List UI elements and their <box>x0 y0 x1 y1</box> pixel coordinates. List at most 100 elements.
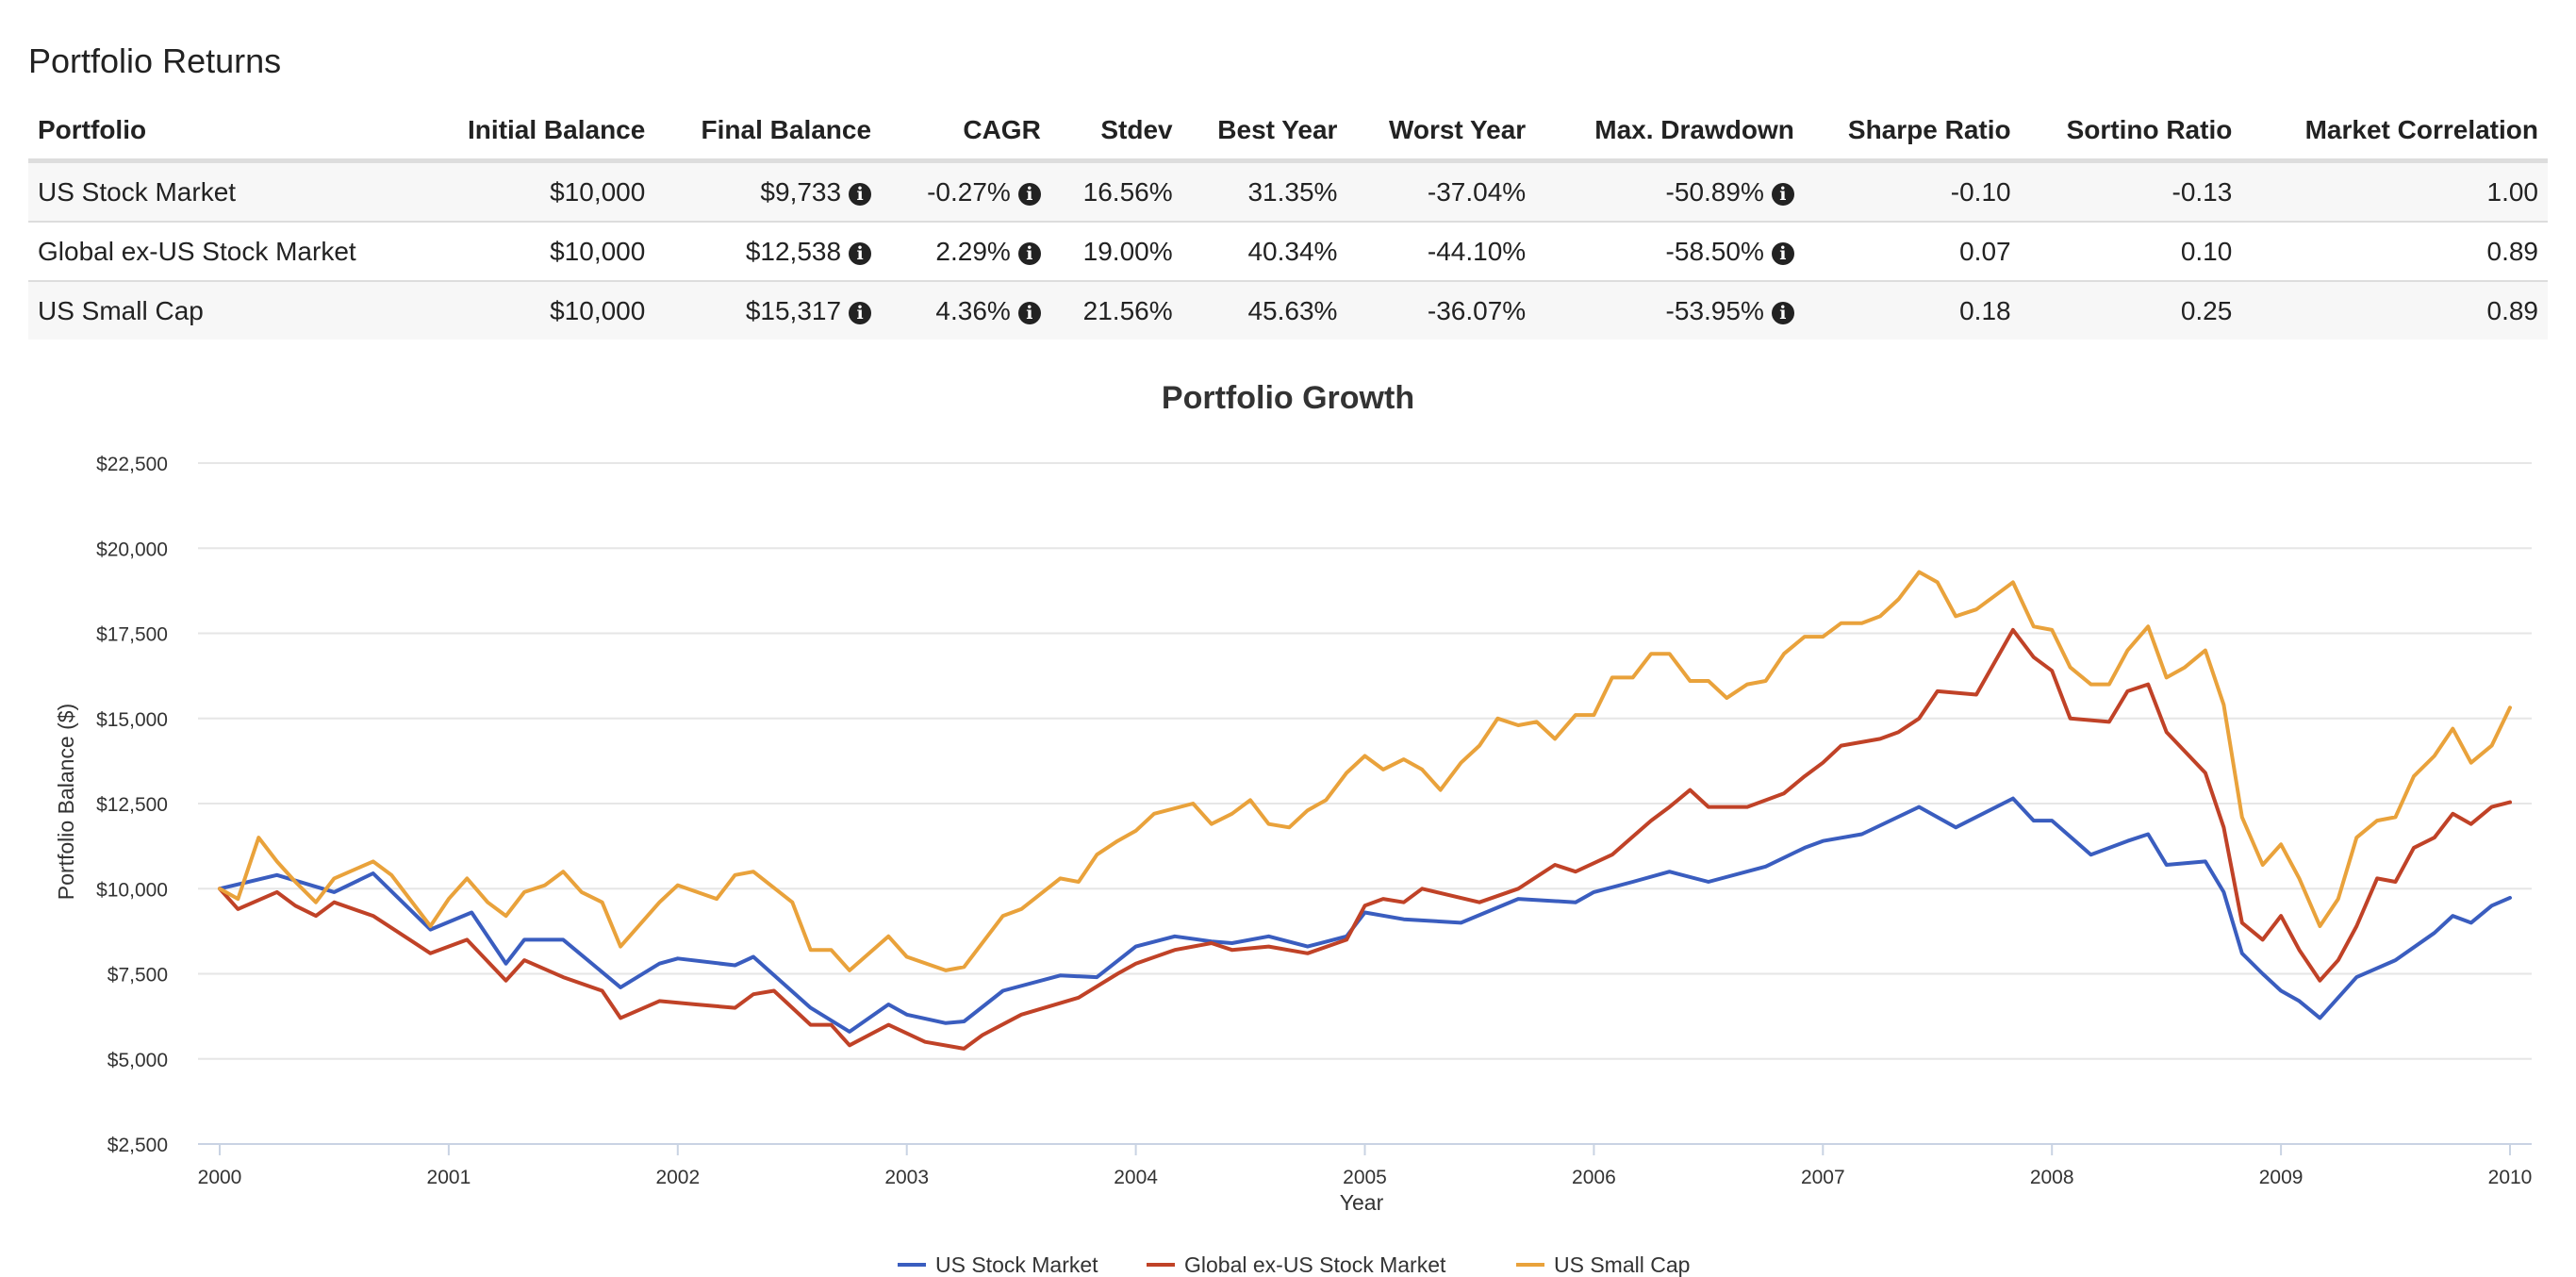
x-axis: 2000 2001 2002 2003 2004 2005 2006 2007 2008 2009… <box>198 1144 2533 1188</box>
header-cagr[interactable]: CAGR <box>881 102 1050 163</box>
cell-cagr: 4.36% i <box>881 280 1050 340</box>
cell-value: $15,317 <box>745 295 842 325</box>
info-circle-icon[interactable]: i <box>1771 301 1794 324</box>
x-tick-label: 2002 <box>655 1167 700 1188</box>
legend-item[interactable]: US Small Cap <box>1554 1252 1690 1277</box>
cell-value: $9,733 <box>760 176 842 207</box>
info-circle-icon[interactable]: i <box>849 301 872 324</box>
portfolio-growth-chart: Portfolio Growth $2,500 $5,000 $7,500 $10,0… <box>54 380 2533 1277</box>
x-tick-label: 2009 <box>2259 1167 2304 1188</box>
cell-initial-balance: $10,000 <box>428 221 655 281</box>
header-worst-year[interactable]: Worst Year <box>1346 102 1536 163</box>
cell-portfolio: US Stock Market <box>28 159 429 222</box>
series-line[interactable] <box>218 627 2512 1051</box>
cell-value: -50.89% <box>1665 176 1764 207</box>
cell-market-correlation: 0.89 <box>2241 221 2548 281</box>
series-line[interactable] <box>218 570 2512 972</box>
info-circle-icon[interactable]: i <box>849 182 872 206</box>
cell-best-year: 40.34% <box>1181 221 1347 281</box>
cell-value: 4.36% <box>935 295 1011 325</box>
series-line[interactable] <box>218 796 2512 1034</box>
info-circle-icon[interactable]: i <box>1771 182 1794 206</box>
cell-stdev: 16.56% <box>1049 159 1182 222</box>
legend-item[interactable]: US Stock Market <box>935 1252 1098 1277</box>
info-circle-icon[interactable]: i <box>1771 241 1794 265</box>
cell-best-year: 31.35% <box>1181 159 1347 222</box>
y-tick-label: $10,000 <box>96 879 168 901</box>
y-tick-label: $22,500 <box>96 454 168 475</box>
y-tick-label: $2,500 <box>107 1135 168 1156</box>
cell-market-correlation: 1.00 <box>2241 159 2548 222</box>
x-tick-label: 2000 <box>198 1167 242 1188</box>
cell-value: 2.29% <box>935 236 1011 266</box>
cell-value: -58.50% <box>1665 236 1764 266</box>
cell-value: $12,538 <box>745 236 842 266</box>
cell-sortino-ratio: -0.13 <box>2020 159 2242 222</box>
cell-sortino-ratio: 0.10 <box>2020 221 2242 281</box>
cell-portfolio: US Small Cap <box>28 280 429 340</box>
cell-portfolio: Global ex-US Stock Market <box>28 221 429 281</box>
cell-final-balance: $15,317 i <box>654 280 882 340</box>
cell-worst-year: -36.07% <box>1346 280 1536 340</box>
cell-final-balance: $9,733 i <box>654 159 882 222</box>
cell-max-drawdown: -50.89% i <box>1535 159 1804 222</box>
chart-grid <box>198 462 2532 1145</box>
header-initial-balance[interactable]: Initial Balance <box>428 102 655 163</box>
header-market-correlation[interactable]: Market Correlation <box>2241 102 2548 163</box>
header-sortino-ratio[interactable]: Sortino Ratio <box>2020 102 2242 163</box>
y-axis-labels: $2,500 $5,000 $7,500 $10,000 $12,500 $15,000 $… <box>96 454 168 1156</box>
cell-sharpe-ratio: -0.10 <box>1803 159 2021 222</box>
y-tick-label: $12,500 <box>96 794 168 816</box>
header-portfolio[interactable]: Portfolio <box>28 102 429 163</box>
x-tick-label: 2004 <box>1114 1167 1158 1188</box>
cell-cagr: 2.29% i <box>881 221 1050 281</box>
y-tick-label: $15,000 <box>96 709 168 731</box>
y-tick-label: $20,000 <box>96 539 168 560</box>
header-best-year[interactable]: Best Year <box>1181 102 1347 163</box>
header-final-balance[interactable]: Final Balance <box>654 102 882 163</box>
cell-final-balance: $12,538 i <box>654 221 882 281</box>
table-row: US Small Cap $10,000 $15,317 i 4.36% i 21.… <box>28 280 2548 340</box>
chart-title: Portfolio Growth <box>1162 380 1414 416</box>
cell-sharpe-ratio: 0.18 <box>1803 280 2021 340</box>
x-tick-label: 2008 <box>2030 1167 2074 1188</box>
legend-item[interactable]: Global ex-US Stock Market <box>1184 1252 1446 1277</box>
header-max-drawdown[interactable]: Max. Drawdown <box>1535 102 1804 163</box>
cell-initial-balance: $10,000 <box>428 159 655 222</box>
header-sharpe-ratio[interactable]: Sharpe Ratio <box>1803 102 2021 163</box>
info-circle-icon[interactable]: i <box>1017 301 1041 324</box>
info-circle-icon[interactable]: i <box>1017 241 1041 265</box>
cell-stdev: 19.00% <box>1049 221 1182 281</box>
cell-max-drawdown: -58.50% i <box>1535 221 1804 281</box>
x-tick-label: 2001 <box>427 1167 471 1188</box>
cell-sharpe-ratio: 0.07 <box>1803 221 2021 281</box>
x-axis-title: Year <box>1340 1190 1384 1215</box>
y-tick-label: $7,500 <box>107 965 168 987</box>
x-tick-label: 2003 <box>884 1167 929 1188</box>
cell-worst-year: -37.04% <box>1346 159 1536 222</box>
info-circle-icon[interactable]: i <box>1017 182 1041 206</box>
cell-best-year: 45.63% <box>1181 280 1347 340</box>
cell-value: -53.95% <box>1665 295 1764 325</box>
portfolio-returns-table: Portfolio Initial Balance Final Balance … <box>28 102 2548 340</box>
header-stdev[interactable]: Stdev <box>1049 102 1182 163</box>
info-circle-icon[interactable]: i <box>849 241 872 265</box>
cell-worst-year: -44.10% <box>1346 221 1536 281</box>
cell-max-drawdown: -53.95% i <box>1535 280 1804 340</box>
chart-legend: US Stock Market Global ex-US Stock Market… <box>898 1252 1690 1277</box>
cell-value: -0.27% <box>927 176 1011 207</box>
y-tick-label: $5,000 <box>107 1050 168 1071</box>
table-row: Global ex-US Stock Market $10,000 $12,53… <box>28 221 2548 281</box>
x-tick-label: 2006 <box>1572 1167 1616 1188</box>
y-axis-title: Portfolio Balance ($) <box>54 704 78 900</box>
x-tick-label: 2010 <box>2488 1167 2533 1188</box>
table-row: US Stock Market $10,000 $9,733 i -0.27% i … <box>28 159 2548 222</box>
cell-initial-balance: $10,000 <box>428 280 655 340</box>
cell-cagr: -0.27% i <box>881 159 1050 222</box>
table-header-row: Portfolio Initial Balance Final Balance … <box>28 102 2548 163</box>
x-tick-label: 2007 <box>1801 1167 1845 1188</box>
chart-series <box>218 570 2512 1051</box>
x-tick-label: 2005 <box>1343 1167 1387 1188</box>
cell-stdev: 21.56% <box>1049 280 1182 340</box>
cell-sortino-ratio: 0.25 <box>2020 280 2242 340</box>
